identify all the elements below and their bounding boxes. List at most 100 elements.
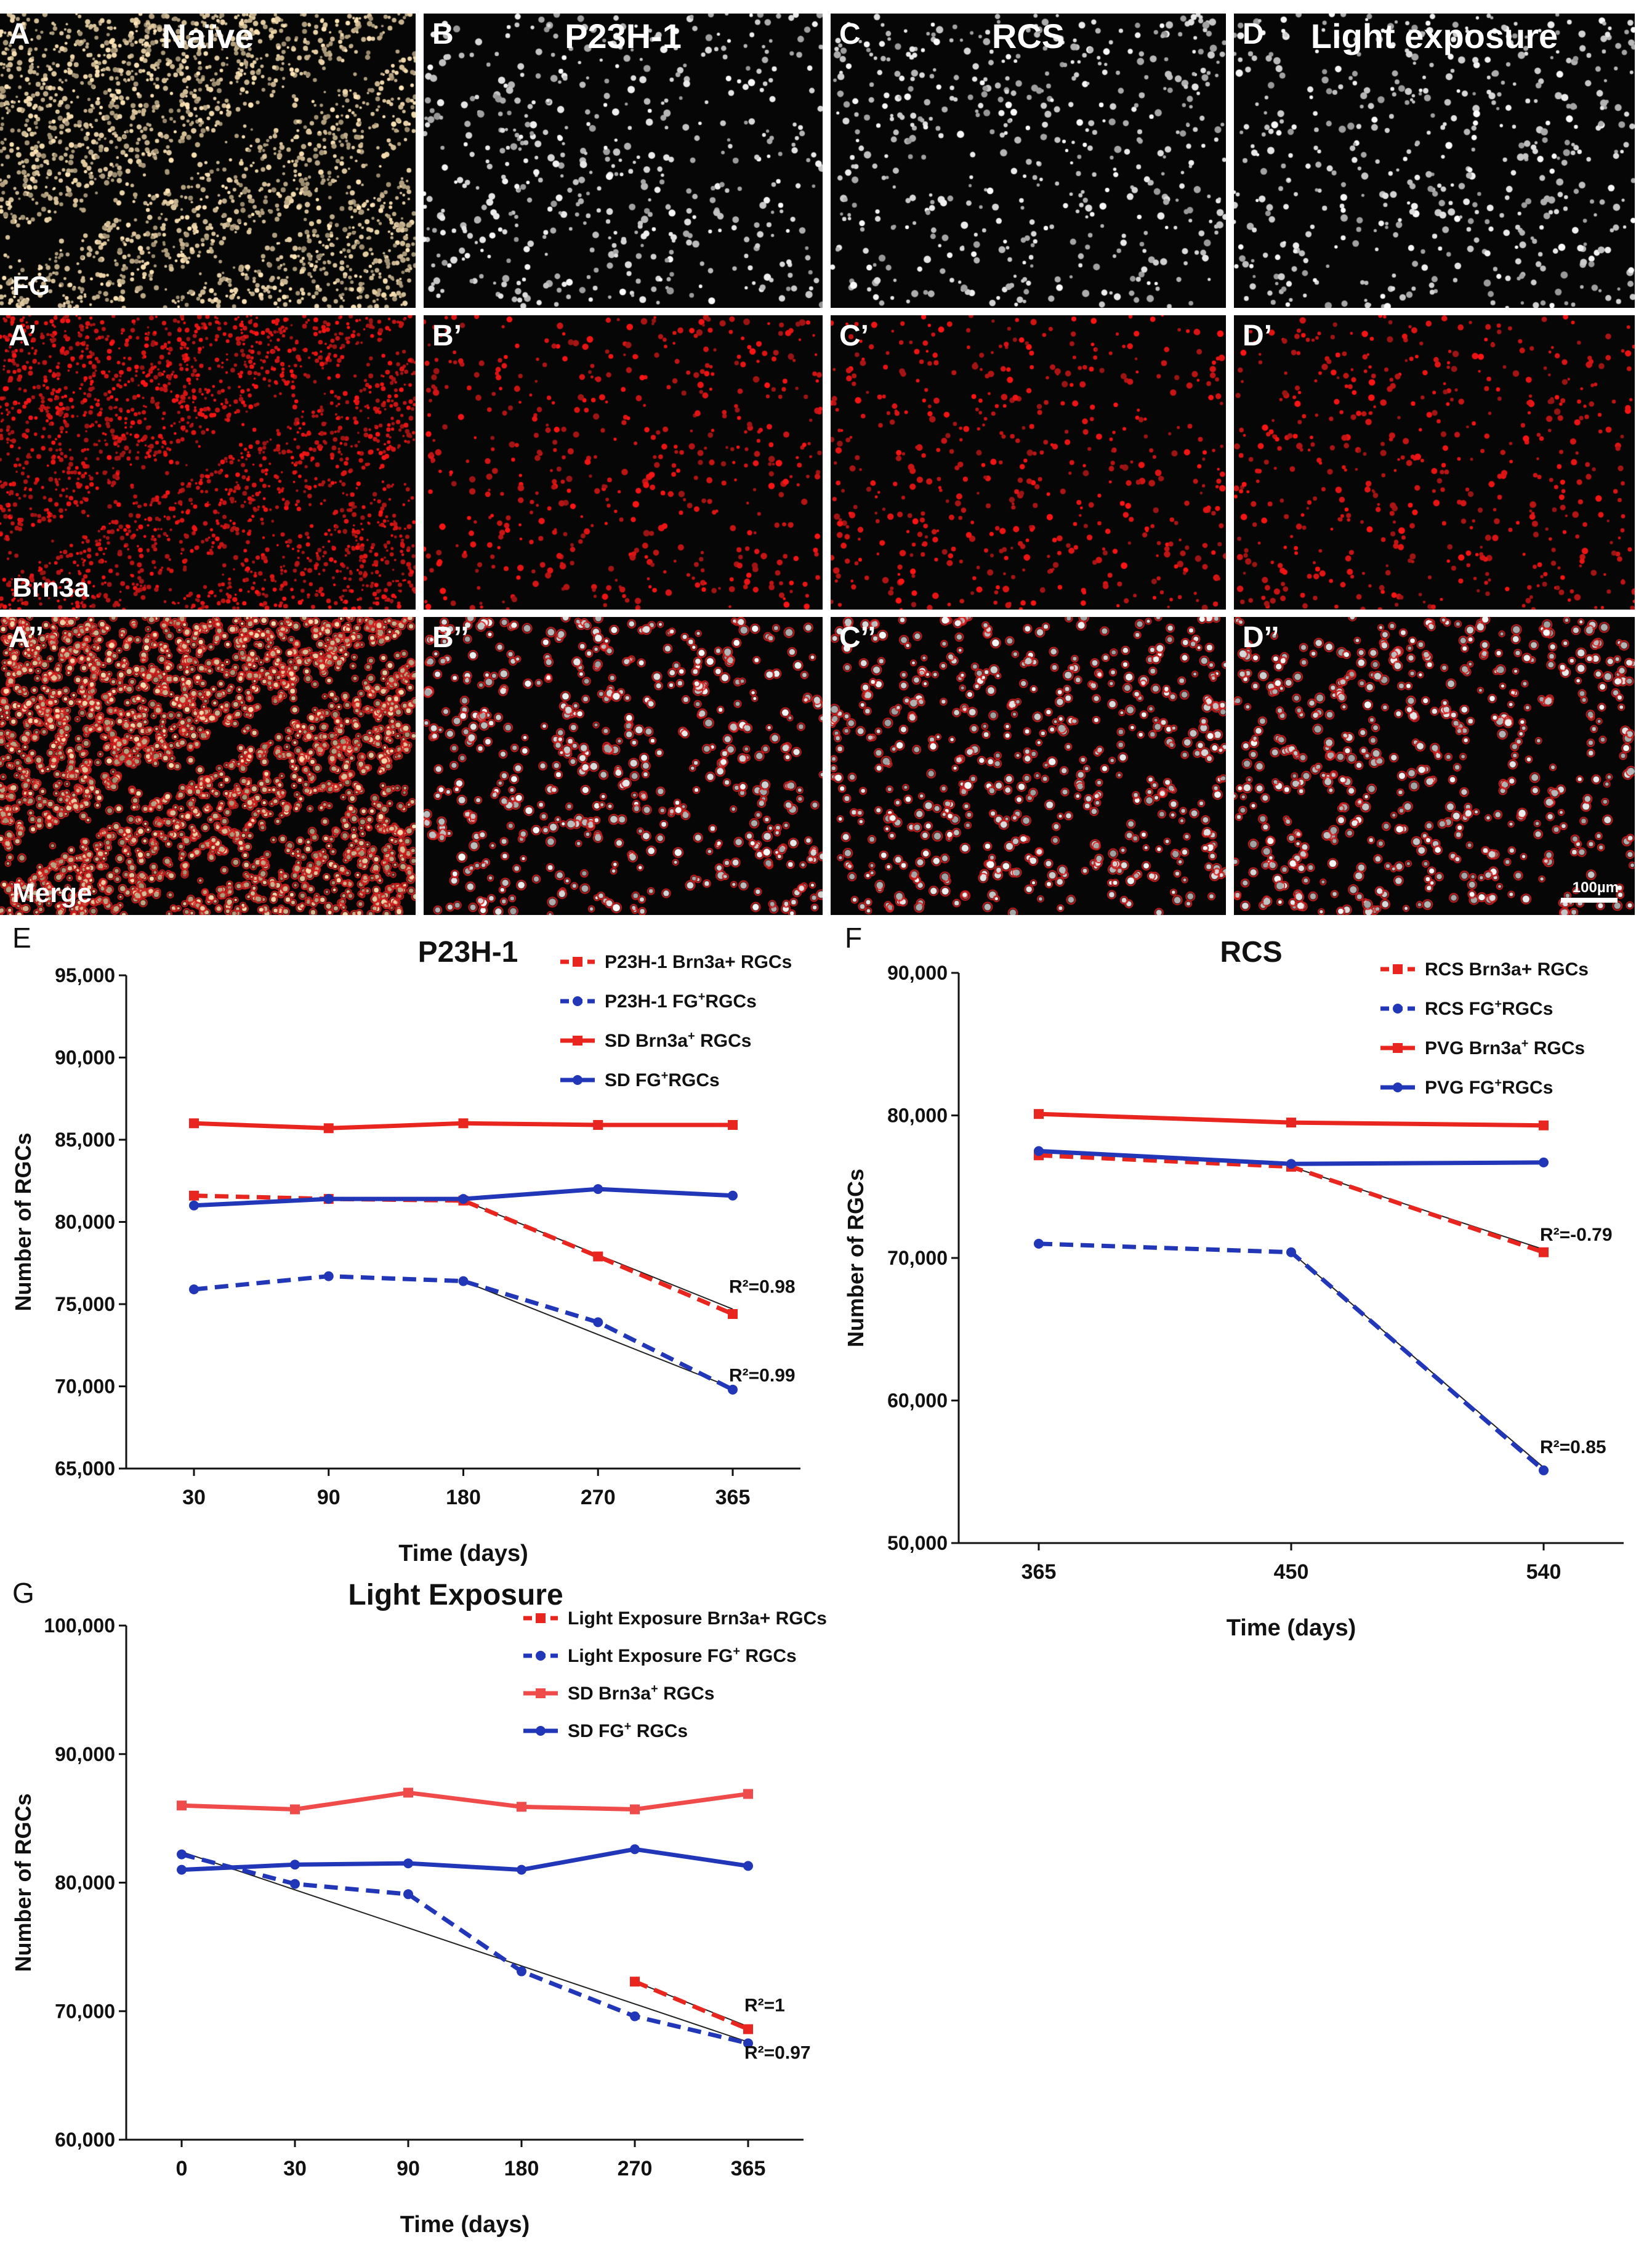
data-point	[290, 1804, 300, 1815]
panel-letter: C’’	[839, 621, 876, 654]
legend-label-text: RGCs	[695, 1031, 752, 1051]
legend-marker	[536, 1726, 546, 1736]
legend-label-text: SD FG	[605, 1070, 661, 1090]
r-squared-label: R²=0.85	[1540, 1437, 1606, 1457]
data-point	[728, 1119, 738, 1130]
data-point	[290, 1860, 300, 1870]
legend-entry: RCS Brn3a+ RGCs	[1380, 959, 1589, 980]
r-squared-label: R²=0.98	[729, 1276, 796, 1297]
legend-entry: SD FG+ RGCs	[523, 1720, 688, 1741]
panel-letter: D’	[1243, 320, 1272, 352]
legend-label-sup: +	[698, 990, 706, 1004]
legend-marker	[1393, 1082, 1403, 1092]
legend-label-sup: +	[1494, 1076, 1502, 1090]
legend-label-sup: +	[688, 1030, 695, 1043]
legend-entry: P23H-1 Brn3a+ RGCs	[560, 952, 792, 972]
legend-entry: PVG FG+RGCs	[1380, 1076, 1553, 1098]
x-axis-label: Time (days)	[1227, 1615, 1356, 1641]
legend-label-sup: +	[651, 1682, 658, 1696]
data-point	[630, 1977, 640, 1987]
legend-label-sup: +	[733, 1645, 740, 1658]
data-point	[517, 1864, 526, 1875]
x-tick-label: 365	[731, 2157, 766, 2180]
y-tick-label: 65,000	[55, 1457, 115, 1480]
legend-label: Light Exposure Brn3a+ RGCs	[568, 1608, 827, 1629]
x-tick-label: 540	[1526, 1560, 1561, 1584]
legend-entry: Light Exposure FG+ RGCs	[523, 1645, 797, 1666]
panel-letter: C	[839, 18, 861, 50]
y-tick-label: 90,000	[887, 962, 948, 984]
y-tick-label: 80,000	[887, 1105, 948, 1127]
series-line	[181, 1847, 749, 1872]
legend-label-text: PVG Brn3a	[1425, 1038, 1521, 1058]
legend-marker	[536, 1651, 546, 1661]
legend-label: SD Brn3a+ RGCs	[568, 1682, 714, 1704]
data-point	[458, 1276, 469, 1286]
chart-f-rcs: RCS 50,000 60,000 70,000 80,000 90,000 365 450 5…	[843, 924, 1645, 1641]
legend-label-sup: +	[1521, 1037, 1529, 1050]
y-tick-label: 95,000	[55, 964, 115, 986]
legend-label-text: + RGCs	[725, 952, 792, 972]
y-tick-label: 70,000	[55, 1376, 115, 1398]
micrograph-image	[0, 315, 416, 610]
panel-letter: A’	[9, 320, 37, 352]
data-point	[743, 1789, 753, 1799]
r-squared-label: R²=1	[744, 1995, 785, 2015]
legend-entry: SD Brn3a+ RGCs	[560, 1030, 751, 1051]
data-point	[630, 1804, 640, 1815]
legend-entry: SD Brn3a+ RGCs	[523, 1682, 714, 1704]
series-line	[181, 1852, 749, 2045]
micrograph-naive-brn3a: A’ Brn3a	[0, 315, 416, 610]
legend-label-text: SD Brn3a	[605, 1031, 688, 1051]
micrograph-rcs-fg: C RCS	[831, 14, 1226, 308]
x-tick-label: 450	[1274, 1560, 1309, 1584]
data-point	[189, 1284, 199, 1294]
data-point	[517, 1802, 526, 1812]
micrograph-image	[831, 14, 1226, 308]
chart-title: Light Exposure	[348, 1579, 563, 1611]
y-tick-label: 80,000	[55, 1211, 115, 1233]
legend-label-text: + RGCs	[760, 1608, 827, 1629]
chart-g-light-exposure: Light Exposure 60,000 70,000 80,000 90,000 10…	[10, 1576, 862, 2247]
y-axis-label: Number of RGCs	[843, 1169, 868, 1347]
trend-line	[634, 1981, 749, 2028]
row-label: Merge	[12, 878, 92, 908]
data-point	[593, 1184, 603, 1195]
micrograph-image	[831, 315, 1226, 610]
legend-marker	[536, 1688, 546, 1698]
data-point	[458, 1118, 469, 1129]
panel-letter: A	[9, 18, 30, 50]
y-tick-label: 60,000	[887, 1390, 948, 1412]
data-point	[189, 1190, 199, 1201]
column-title: P23H-1	[565, 17, 682, 55]
legend-label: SD FG+ RGCs	[568, 1720, 688, 1741]
legend-label: PVG FG+RGCs	[1425, 1076, 1553, 1098]
legend-entry: P23H-1 FG+RGCs	[560, 990, 757, 1012]
data-point	[517, 1966, 526, 1977]
legend-label: PVG Brn3a+ RGCs	[1425, 1037, 1585, 1058]
legend-label-sup: +	[1494, 998, 1502, 1011]
legend-label: SD FG+RGCs	[605, 1069, 720, 1090]
y-tick-label: 90,000	[55, 1047, 115, 1069]
data-point	[1539, 1247, 1549, 1257]
data-point	[1286, 1247, 1296, 1257]
legend-label: SD Brn3a+ RGCs	[605, 1030, 751, 1051]
legend-marker	[573, 1036, 582, 1046]
micrograph-p23h-fg: B P23H-1	[424, 14, 823, 308]
panel-letter-e: E	[12, 922, 31, 954]
data-point	[593, 1317, 603, 1328]
x-tick-label: 270	[581, 1486, 616, 1509]
data-point	[189, 1200, 199, 1211]
scale-bar	[1561, 898, 1618, 903]
series-line	[1038, 1241, 1545, 1472]
y-tick-label: 80,000	[55, 1872, 115, 1894]
legend-label-text: RGCs	[705, 991, 756, 1012]
data-point	[1034, 1238, 1044, 1249]
y-tick-label: 100,000	[44, 1614, 115, 1637]
x-tick-label: 90	[397, 2157, 420, 2180]
micrograph-light-fg: D Light exposure	[1234, 14, 1635, 308]
data-point	[743, 2038, 753, 2049]
series-line	[193, 1193, 734, 1316]
y-tick-label: 90,000	[55, 1743, 115, 1765]
data-point	[1286, 1118, 1296, 1128]
